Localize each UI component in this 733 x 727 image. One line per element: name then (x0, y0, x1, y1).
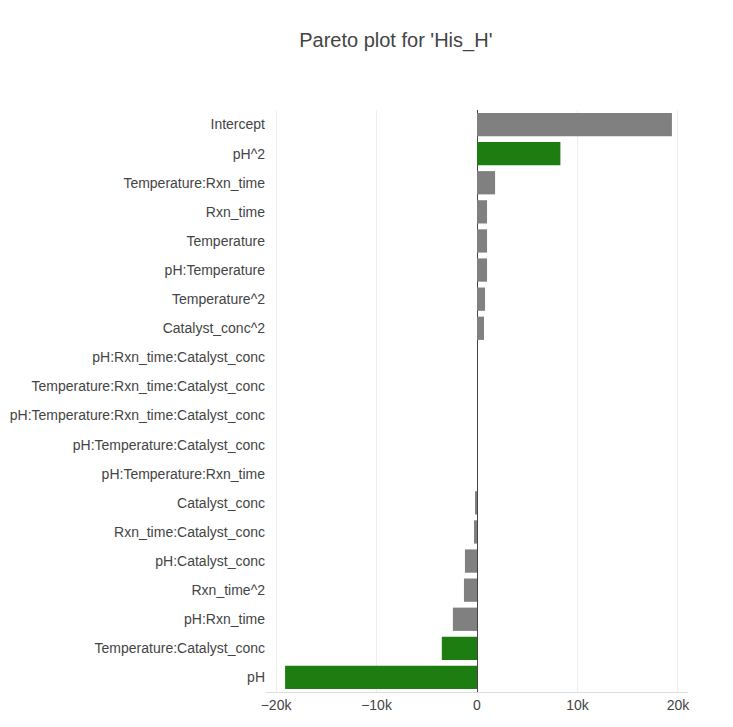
svg-text:Temperature:Rxn_time:Catalyst_: Temperature:Rxn_time:Catalyst_conc (32, 378, 265, 394)
svg-text:pH: pH (247, 669, 265, 685)
svg-text:pH:Rxn_time: pH:Rxn_time (184, 611, 265, 627)
svg-text:20k: 20k (667, 697, 691, 713)
svg-text:Catalyst_conc^2: Catalyst_conc^2 (163, 320, 266, 336)
svg-text:10k: 10k (566, 697, 590, 713)
svg-text:Intercept: Intercept (211, 116, 266, 132)
svg-text:0: 0 (473, 697, 481, 713)
svg-text:−10k: −10k (361, 697, 393, 713)
svg-text:pH^2: pH^2 (233, 146, 265, 162)
svg-text:Pareto plot for 'His_H': Pareto plot for 'His_H' (299, 29, 492, 52)
svg-text:−20k: −20k (261, 697, 293, 713)
svg-text:pH:Temperature:Rxn_time:Cataly: pH:Temperature:Rxn_time:Catalyst_conc (10, 407, 265, 423)
svg-text:Catalyst_conc: Catalyst_conc (177, 495, 265, 511)
svg-text:Temperature:Catalyst_conc: Temperature:Catalyst_conc (95, 640, 265, 656)
svg-text:Temperature: Temperature (186, 233, 265, 249)
svg-text:pH:Catalyst_conc: pH:Catalyst_conc (155, 553, 265, 569)
svg-text:pH:Temperature:Catalyst_conc: pH:Temperature:Catalyst_conc (73, 437, 265, 453)
svg-text:Rxn_time: Rxn_time (206, 204, 265, 220)
svg-text:Rxn_time^2: Rxn_time^2 (192, 582, 266, 598)
svg-text:Temperature^2: Temperature^2 (172, 291, 265, 307)
svg-text:pH:Temperature:Rxn_time: pH:Temperature:Rxn_time (102, 466, 266, 482)
svg-text:pH:Rxn_time:Catalyst_conc: pH:Rxn_time:Catalyst_conc (92, 349, 265, 365)
svg-text:Rxn_time:Catalyst_conc: Rxn_time:Catalyst_conc (114, 524, 265, 540)
svg-text:pH:Temperature: pH:Temperature (165, 262, 266, 278)
svg-text:Temperature:Rxn_time: Temperature:Rxn_time (123, 175, 265, 191)
